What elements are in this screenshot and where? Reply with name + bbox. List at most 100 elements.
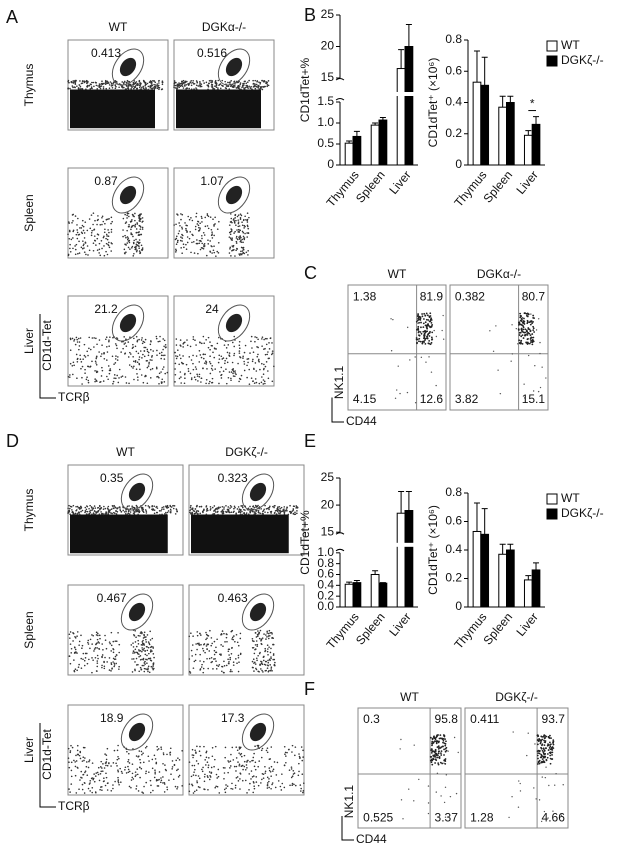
event-dot [269,658,271,660]
event-dot [69,238,71,240]
event-dot [550,748,552,750]
event-dot [204,217,206,219]
event-dot [196,373,198,375]
event-dot [203,232,205,234]
event-dot [150,377,152,379]
event-dot [153,80,155,82]
event-dot [526,329,528,331]
event-dot [181,252,183,254]
event-dot [135,774,137,776]
event-dot [233,508,235,510]
event-dot [145,654,147,656]
event-dot [132,215,134,217]
event-dot [256,669,258,671]
event-dot [268,635,270,637]
event-dot [101,513,103,515]
event-dot [119,506,121,508]
event-dot [152,759,154,761]
event-dot [88,643,90,645]
event-dot [188,370,190,372]
event-dot [180,236,182,238]
event-dot [172,760,174,762]
event-dot [93,512,95,514]
y-tick-label: 0.2 [445,126,462,140]
event-dot [238,655,240,657]
event-dot [135,83,137,85]
event-dot [510,360,511,361]
event-dot [229,236,231,238]
event-dot [414,356,415,357]
event-dot [96,632,98,634]
event-dot [534,365,535,366]
event-dot [230,233,232,235]
event-dot [274,505,276,507]
event-dot [454,737,455,738]
event-dot [266,86,268,88]
event-dot [84,665,86,667]
event-dot [243,236,245,238]
event-dot [545,377,546,378]
event-dot [186,364,188,366]
event-dot [156,376,158,378]
event-dot [417,313,419,315]
event-dot [209,381,211,383]
event-dot [161,514,163,516]
event-dot [239,347,241,349]
event-dot [253,670,255,672]
event-dot [128,753,130,755]
event-dot [416,321,418,323]
event-dot [424,339,426,341]
event-dot [268,638,270,640]
event-dot [144,83,146,85]
event-dot [253,785,255,787]
event-dot [176,344,178,346]
event-dot [269,348,271,350]
event-dot [445,787,446,788]
event-dot [239,352,241,354]
event-dot [255,769,257,771]
event-dot [237,238,239,240]
event-dot [209,658,211,660]
event-dot [69,248,71,250]
event-dot [274,659,276,661]
event-dot [234,370,236,372]
event-dot [241,215,243,217]
event-dot [138,247,140,249]
quadrant-value: 12.6 [420,392,444,406]
event-dot [124,253,126,255]
event-dot [166,754,168,756]
event-dot [73,633,75,635]
event-dot [72,512,74,514]
event-dot [540,741,542,743]
event-dot [207,761,209,763]
event-dot [192,509,194,511]
event-dot [101,667,103,669]
event-dot [540,747,542,749]
event-dot [69,655,71,657]
event-dot [194,252,196,254]
event-dot [240,251,242,253]
event-dot [239,778,241,780]
event-dot [94,648,96,650]
event-dot [84,344,86,346]
dense-population [176,90,261,129]
event-dot [140,667,142,669]
event-dot [536,329,537,330]
event-dot [426,326,428,328]
event-dot [230,765,232,767]
event-dot [197,223,199,225]
event-dot [261,670,263,672]
event-dot [124,511,126,513]
event-dot [130,787,132,789]
event-dot [162,355,164,357]
error-bar [406,492,412,511]
event-dot [111,663,113,665]
event-dot [181,81,183,83]
event-dot [440,752,442,754]
event-dot [422,341,424,343]
event-dot [154,773,156,775]
event-dot [262,773,264,775]
event-dot [103,245,105,247]
event-dot [105,238,107,240]
event-dot [235,770,237,772]
